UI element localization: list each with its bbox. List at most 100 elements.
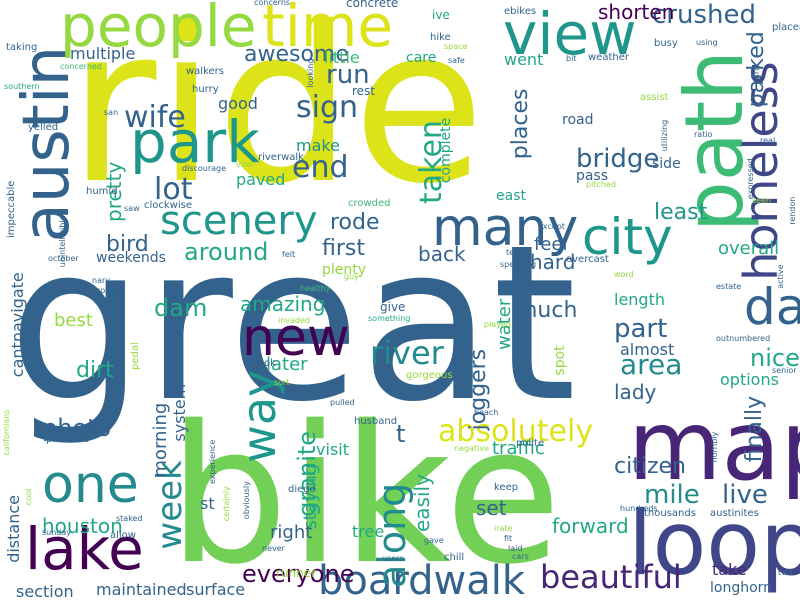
word-except: except bbox=[538, 222, 565, 231]
word-granite: granite bbox=[293, 431, 321, 517]
word-ive: ive bbox=[432, 8, 450, 22]
word-hundreds: hundreds bbox=[620, 504, 658, 513]
word-sign: sign bbox=[296, 90, 358, 125]
word-st: st bbox=[200, 494, 215, 513]
word-along: along bbox=[370, 483, 414, 588]
word-options: options bbox=[720, 370, 779, 389]
word-impeccable: impeccable bbox=[6, 181, 17, 238]
word-homeless: homeless bbox=[734, 61, 788, 280]
word-scenery: scenery bbox=[160, 198, 318, 244]
word-pitched: pitched bbox=[586, 180, 616, 189]
word-back: back bbox=[418, 242, 466, 266]
word-runner: runner bbox=[276, 566, 316, 580]
word-nary: nary bbox=[92, 276, 110, 285]
word-finally: finally bbox=[742, 396, 767, 463]
word-vibe: vibe bbox=[236, 160, 253, 169]
word-outnumbered: outnumbered bbox=[716, 334, 770, 343]
word-map: map bbox=[628, 390, 800, 502]
word-feel: feel bbox=[534, 234, 568, 255]
word-ratio: ratio bbox=[694, 130, 713, 139]
word-make: make bbox=[296, 136, 340, 155]
word-concerned: concerned bbox=[60, 62, 102, 71]
word-least: least bbox=[654, 200, 708, 225]
word-pretty: pretty bbox=[102, 162, 126, 222]
word-diego: diego bbox=[288, 484, 316, 495]
word-mile: mile bbox=[644, 480, 700, 510]
word-fit: fit bbox=[504, 534, 512, 543]
word-complete: complete bbox=[438, 118, 454, 183]
word-saw: saw bbox=[124, 204, 140, 213]
word-amazing: amazing bbox=[240, 292, 325, 316]
word-lake: lake bbox=[25, 515, 144, 583]
word-southern: southern bbox=[4, 82, 39, 91]
word-path: path bbox=[668, 50, 761, 232]
word-beach: beach bbox=[474, 408, 498, 417]
word-paved: paved bbox=[236, 170, 285, 189]
word-bike: bike bbox=[168, 385, 562, 600]
word-placemy: placemy bbox=[772, 22, 800, 33]
word-using: using bbox=[696, 38, 718, 47]
word-morning: morning bbox=[150, 403, 171, 478]
word-never: never bbox=[262, 544, 286, 553]
word-park: park bbox=[130, 108, 260, 176]
word-couple: couple bbox=[96, 286, 123, 295]
word-rest: rest bbox=[352, 84, 375, 98]
word-ride: ride bbox=[68, 0, 485, 231]
word-users: users bbox=[382, 554, 404, 563]
word-new: new bbox=[242, 308, 349, 368]
word-overall: overall bbox=[718, 238, 779, 259]
word-felt: felt bbox=[282, 250, 295, 259]
word-places: places bbox=[508, 89, 533, 160]
word-senior: senior bbox=[772, 366, 797, 375]
word-care: care bbox=[406, 50, 436, 66]
word-people: people bbox=[60, 0, 257, 60]
word-sunday: sunday bbox=[42, 528, 71, 537]
word-visit: visit bbox=[316, 440, 349, 459]
word-rendon: rendon bbox=[788, 197, 797, 225]
word-shorten: shorten bbox=[598, 0, 674, 24]
word-everyone: everyone bbox=[242, 560, 354, 588]
word-thousands: thousands bbox=[644, 508, 696, 519]
word-ebikes: ebikes bbox=[504, 6, 536, 17]
word-clockwise: clockwise bbox=[144, 200, 192, 211]
word-parked: parked bbox=[744, 31, 769, 107]
word-citizen: citizen bbox=[614, 454, 686, 479]
word-area: area bbox=[620, 348, 682, 381]
word-week: week bbox=[150, 460, 190, 550]
word-side: side bbox=[652, 156, 681, 172]
word-overcast: overcast bbox=[566, 254, 609, 265]
word-took: took bbox=[254, 358, 276, 369]
word-keep: keep bbox=[494, 482, 518, 493]
word-staying: staying bbox=[300, 464, 321, 530]
word-concrete: concrete bbox=[346, 0, 398, 10]
word-healthy: healthy bbox=[300, 284, 330, 293]
word-estate: estate bbox=[716, 282, 741, 291]
word-assist: assist bbox=[640, 92, 669, 103]
word-later: later bbox=[266, 354, 308, 375]
word-irate: irate bbox=[494, 524, 513, 533]
word-hurry: hurry bbox=[192, 84, 219, 95]
word-weekends: weekends bbox=[96, 250, 166, 266]
word-live: live bbox=[722, 480, 768, 510]
word-right: right bbox=[270, 522, 312, 543]
word-busy: busy bbox=[654, 38, 678, 49]
word-much: much bbox=[516, 298, 577, 323]
word-spot: spot bbox=[552, 345, 568, 376]
word-speaking: speaking bbox=[500, 260, 536, 269]
word-something: something bbox=[368, 314, 410, 323]
word-forward: forward bbox=[552, 514, 629, 538]
word-californians: californians bbox=[2, 410, 11, 456]
word-taking: taking bbox=[6, 42, 37, 53]
word-longhorn: longhorn bbox=[710, 580, 772, 596]
word-houston: houston bbox=[42, 514, 123, 538]
word-early: early bbox=[752, 64, 761, 84]
word-riverwalk: riverwalk bbox=[258, 152, 304, 163]
word-joggers: joggers bbox=[466, 349, 491, 432]
word-water: water bbox=[494, 298, 515, 350]
word-cool: cool bbox=[24, 489, 33, 505]
word-husband: husband bbox=[354, 416, 397, 427]
word-expressed: expressed bbox=[746, 158, 755, 199]
word-gave: gave bbox=[424, 536, 444, 545]
word-set: set bbox=[476, 496, 507, 520]
word-crushed: crushed bbox=[652, 0, 756, 30]
